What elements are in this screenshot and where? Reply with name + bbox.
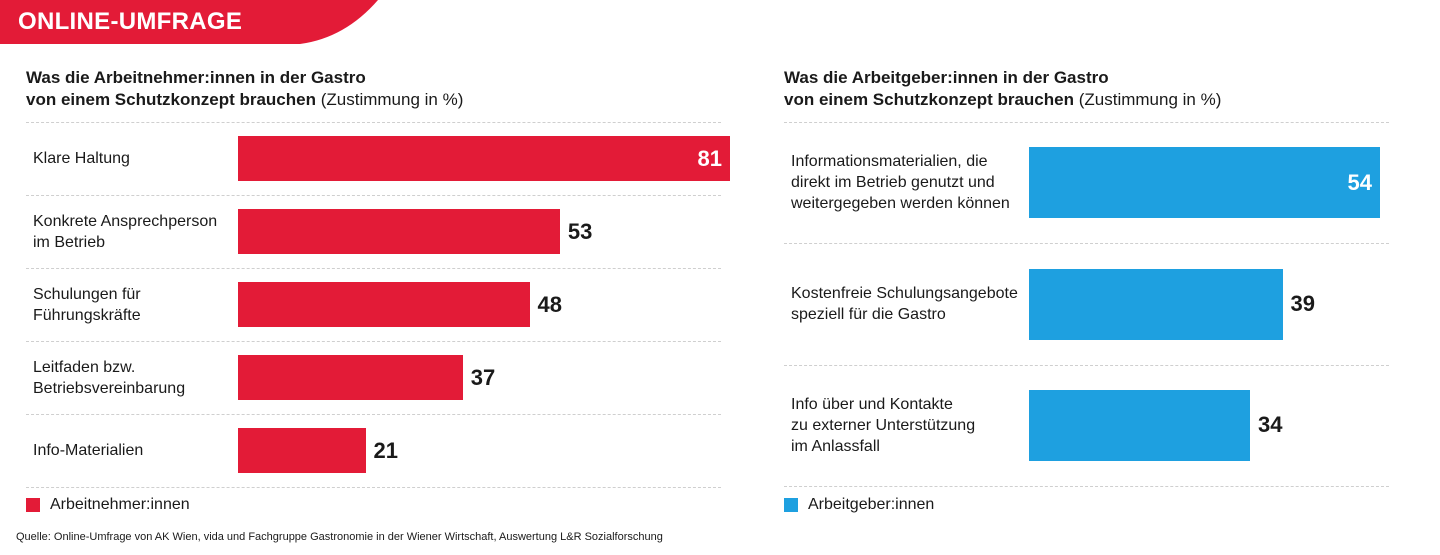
employers-bar	[1029, 147, 1380, 219]
employees-category-line: Führungskräfte	[33, 306, 141, 324]
employees-panel: Was die Arbeitnehmer:innen in der Gastro…	[26, 0, 746, 555]
employees-category-label: Klare Haltung	[33, 122, 233, 195]
employers-chart-title: Was die Arbeitgeber:innen in der Gastro …	[784, 67, 1221, 111]
employees-bar	[238, 282, 530, 327]
employees-value-label: 37	[470, 364, 496, 390]
employees-category-label: Schulungen für Führungskräfte	[33, 268, 233, 341]
employees-title-line2: von einem Schutzkonzept brauchen	[26, 90, 316, 109]
employees-title-line1: Was die Arbeitnehmer:innen in der Gastro	[26, 68, 366, 87]
employers-category-line: weitergegeben werden können	[791, 195, 1010, 213]
employers-bar	[1029, 268, 1283, 340]
banner-label: ONLINE-UMFRAGE	[18, 8, 243, 35]
employees-chart-title: Was die Arbeitnehmer:innen in der Gastro…	[26, 67, 463, 111]
employers-panel: Was die Arbeitgeber:innen in der Gastro …	[784, 0, 1389, 555]
employers-category-line: Info über und Kontakte	[791, 395, 953, 413]
banner-shape	[0, 0, 378, 44]
employees-bar	[238, 209, 560, 254]
employers-category-label: Kostenfreie Schulungsangebote speziell fü…	[791, 243, 1031, 364]
employers-category-line: im Anlassfall	[791, 437, 880, 455]
employers-title-line1: Was die Arbeitgeber:innen in der Gastro	[784, 68, 1109, 87]
employers-legend-label: Arbeitgeber:innen	[808, 496, 935, 513]
employees-category-line: Betriebsvereinbarung	[33, 379, 186, 397]
employers-value-label: 54	[1347, 169, 1372, 195]
employees-category-line: Konkrete Ansprechperson	[33, 212, 218, 230]
employees-row-separator	[26, 122, 721, 123]
source-note: Quelle: Online-Umfrage von AK Wien, vida…	[16, 531, 663, 543]
employers-title-line2: von einem Schutzkonzept brauchen	[784, 90, 1074, 109]
employers-row-separator	[784, 486, 1389, 487]
employers-category-label: Informationsmaterialien, die direkt im Be…	[791, 122, 1031, 243]
employees-bar	[238, 428, 366, 473]
employees-category-line: Klare Haltung	[33, 150, 130, 167]
employers-category-line: Informationsmaterialien, die	[791, 153, 988, 171]
employees-value-label: 53	[567, 218, 593, 244]
employers-category-line: Kostenfreie Schulungsangebote	[791, 284, 1018, 302]
employers-bar	[1029, 389, 1250, 461]
employees-value-label: 48	[537, 291, 563, 317]
employers-value-label: 34	[1258, 412, 1283, 438]
employees-row-separator	[26, 487, 721, 488]
employees-row-separator	[26, 414, 721, 415]
employees-legend-label: Arbeitnehmer:innen	[50, 496, 190, 513]
employees-legend-swatch	[26, 498, 40, 512]
employees-category-label: Info-Materialien	[33, 414, 233, 487]
employees-category-label: Leitfaden bzw. Betriebsvereinbarung	[33, 341, 233, 414]
employers-category-line: direkt im Betrieb genutzt und	[791, 174, 995, 192]
employers-category-line: zu externer Unterstützung	[791, 416, 976, 434]
employers-row-separator	[784, 122, 1389, 123]
employees-category-line: im Betrieb	[33, 233, 106, 251]
employers-value-label: 39	[1290, 291, 1315, 316]
employees-value-label: 81	[697, 145, 722, 171]
employers-legend: Arbeitgeber:innen	[784, 496, 934, 514]
employers-row-separator	[784, 364, 1389, 366]
employers-category-line: speziell für die Gastro	[791, 305, 946, 323]
banner: ONLINE-UMFRAGE	[0, 0, 380, 45]
employers-title-suffix: (Zustimmung in %)	[1074, 90, 1222, 109]
employees-row-separator	[26, 195, 721, 196]
employees-title-suffix: (Zustimmung in %)	[316, 90, 464, 109]
employees-category-line: Leitfaden bzw.	[33, 358, 136, 376]
employees-value-label: 21	[373, 437, 399, 463]
employers-row-separator	[784, 243, 1389, 245]
employees-bar	[238, 136, 730, 181]
employees-legend: Arbeitnehmer:innen	[26, 496, 190, 514]
employees-category-line: Schulungen für	[33, 285, 141, 303]
employees-category-label: Konkrete Ansprechperson im Betrieb	[33, 195, 233, 268]
employees-bar	[238, 355, 463, 400]
employees-category-line: Info-Materialien	[33, 442, 144, 459]
employees-row-separator	[26, 268, 721, 269]
employees-row-separator	[26, 341, 721, 342]
employers-legend-swatch	[784, 498, 798, 512]
employers-category-label: Info über und Kontakte zu externer Unters…	[791, 365, 1031, 486]
